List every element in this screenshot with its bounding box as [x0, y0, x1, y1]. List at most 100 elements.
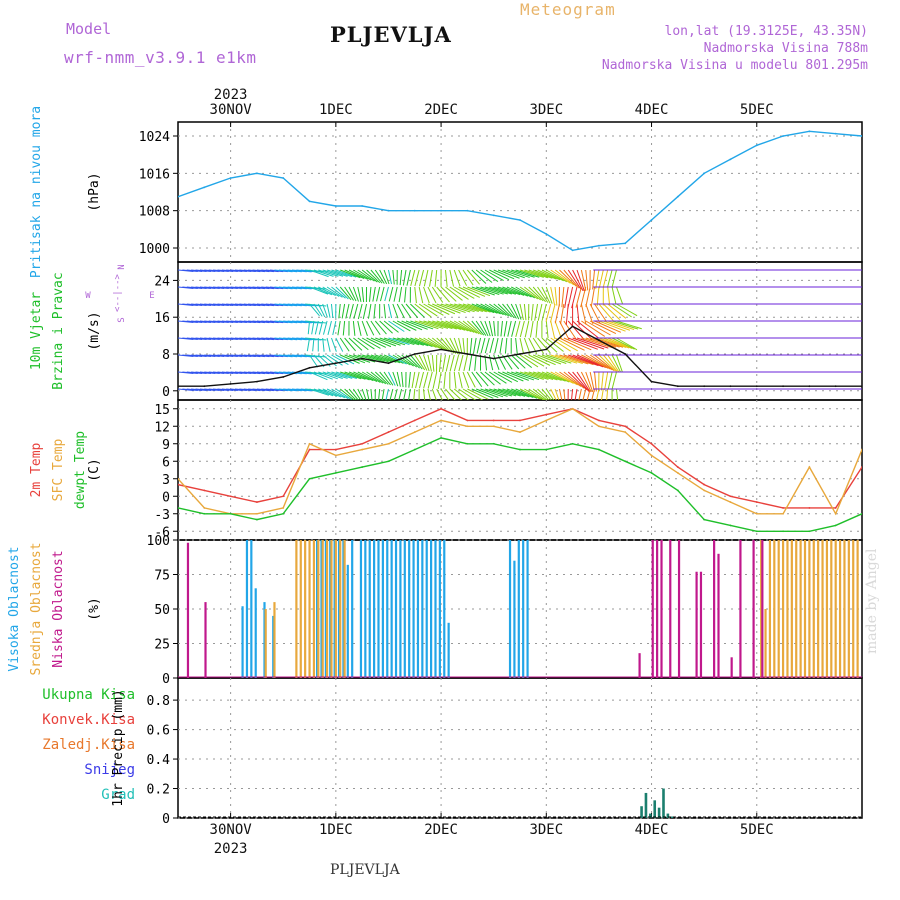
wind-barb — [305, 320, 327, 324]
x-tick-label-top: 2DEC — [424, 102, 458, 118]
wind-barb — [545, 303, 552, 322]
wind-barb — [616, 303, 638, 317]
wind-barb — [322, 388, 342, 398]
wind-barb — [318, 269, 339, 277]
wind-barb — [541, 286, 551, 304]
wind-barb — [596, 286, 600, 306]
wind-barb — [488, 320, 494, 337]
wind-barb — [616, 337, 638, 351]
wind-barb — [393, 286, 398, 302]
wind-barb — [585, 354, 611, 370]
temp-line-dewpt-point — [808, 530, 811, 533]
wind-barb — [449, 303, 475, 313]
y-tick-label: 12 — [154, 420, 170, 435]
wind-barb — [309, 371, 328, 381]
wind-barb — [462, 337, 466, 355]
wind-barb — [590, 286, 596, 307]
wind-barb — [594, 371, 597, 392]
compass-north: N — [117, 264, 127, 269]
wind-barb — [370, 337, 392, 348]
compass-south: S — [117, 317, 127, 322]
wind-barb — [571, 388, 574, 400]
wind-barb — [550, 269, 571, 284]
wind-barb — [602, 269, 609, 288]
wind-barb — [423, 320, 449, 329]
wind-barb — [502, 286, 525, 296]
wind-barb — [438, 354, 442, 373]
wind-barb — [392, 371, 399, 387]
panel-unit: 1hr Precip (mm) — [111, 689, 126, 806]
wind-barb — [309, 388, 330, 396]
y-tick-label: 25 — [154, 638, 170, 653]
wind-barb — [494, 337, 499, 354]
cloud-group — [186, 540, 859, 678]
wind-barb — [440, 286, 457, 302]
wind-barb — [366, 269, 381, 284]
y-tick-label: 1000 — [139, 242, 170, 257]
wind-barb — [532, 371, 558, 381]
wind-barb — [348, 286, 357, 302]
wind-barb — [326, 337, 331, 352]
pressure-line-point — [308, 200, 311, 203]
wind-barb — [546, 354, 572, 364]
wind-barb — [493, 269, 515, 280]
wind-barb — [432, 320, 457, 330]
precip-bar — [666, 813, 670, 818]
wind-barb — [410, 269, 416, 287]
x-tick-label-top: 3DEC — [529, 102, 563, 118]
pressure-line-point — [334, 205, 337, 207]
wind-barb — [313, 371, 333, 380]
wind-barb — [550, 371, 574, 384]
cloud-bar — [438, 540, 441, 678]
cloud-bar — [337, 540, 341, 678]
pressure-line-point — [676, 195, 679, 198]
wind-barb — [598, 354, 616, 372]
temp-line-sfc-point — [571, 407, 574, 410]
wind-barb — [322, 320, 328, 335]
wind-barb — [564, 286, 569, 309]
wind-barb — [436, 286, 450, 303]
pressure-line-point — [519, 219, 521, 221]
temp-line-dewpt-point — [676, 489, 679, 492]
temp-line-sfc-point — [861, 448, 862, 451]
pressure-line-point — [861, 135, 862, 137]
wind-barb — [524, 388, 545, 400]
temp-line-dewpt-point — [308, 477, 311, 480]
compass-east: E — [149, 291, 154, 301]
cloud-bar — [386, 540, 389, 678]
wind-barb — [337, 320, 341, 336]
wind-barb — [596, 388, 600, 400]
cloud-bar — [834, 540, 837, 678]
temp-line-sfc-point — [440, 419, 442, 422]
precip-bar — [640, 806, 643, 818]
wind-barb — [397, 337, 420, 346]
coords-label: lon,lat (19.3125E, 43.35N) — [664, 24, 869, 39]
wind-barb — [384, 286, 389, 302]
wind-barb — [453, 320, 475, 333]
cloud-bar — [843, 540, 846, 678]
precip-bar — [662, 788, 665, 818]
wind-barb — [524, 269, 549, 279]
panel-label: Srednja Oblacnost — [29, 542, 44, 675]
temp-line-sfc-point — [755, 512, 758, 515]
model-name: wrf-nmm_v3.9.1 e1km — [64, 48, 257, 67]
wind-speed-line-point — [440, 348, 442, 351]
wind-barb — [436, 320, 462, 330]
temp-line-dewpt-point — [519, 448, 521, 451]
wind-barb — [413, 388, 416, 400]
wind-barb — [484, 371, 501, 385]
temp-line-2m-point — [624, 425, 627, 428]
temp-line-dewpt-point — [178, 507, 179, 509]
wind-barb — [379, 354, 401, 364]
cloud-bar — [263, 602, 266, 678]
wind-barb — [338, 303, 341, 319]
y-tick-label: 0.2 — [147, 783, 170, 798]
wind-barb — [423, 269, 429, 287]
x-tick-label-bottom: 3DEC — [529, 822, 563, 838]
wind-barb — [585, 303, 594, 325]
temp-line-2m-point — [229, 495, 232, 498]
temp-line-2m-point — [387, 431, 390, 433]
wind-barb — [572, 371, 590, 392]
wind-barb — [468, 354, 473, 371]
wind-barb — [383, 320, 399, 333]
